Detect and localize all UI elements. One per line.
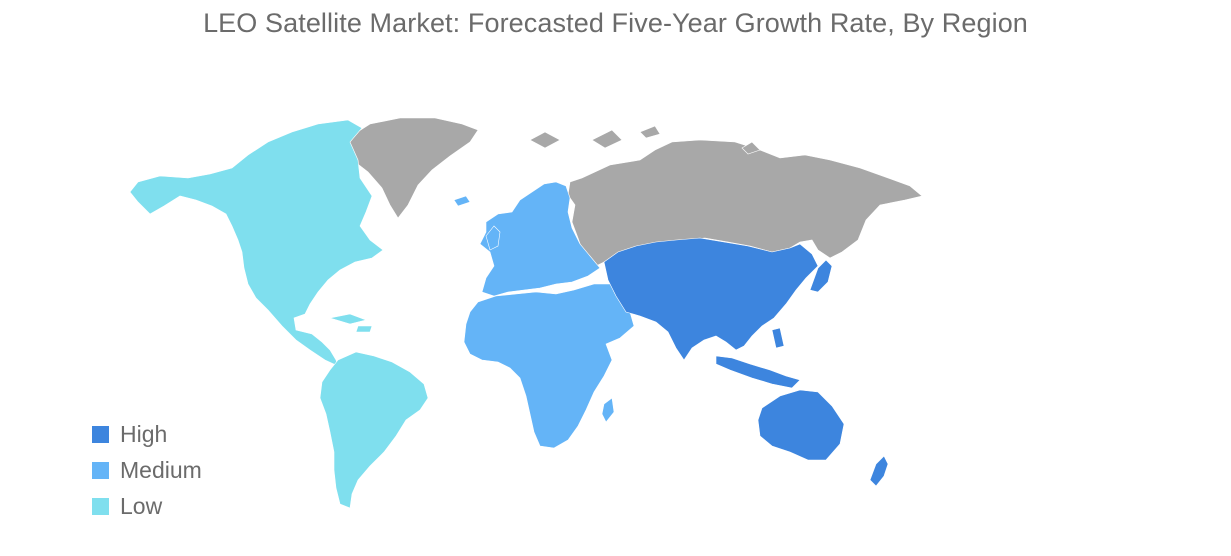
region-southeast-asia [715,327,801,389]
region-new-zealand [869,455,889,487]
legend-label: Low [120,492,163,519]
region-madagascar [601,397,615,423]
legend-item-high: High [92,416,202,452]
legend-swatch-low [92,497,109,515]
chart-title: LEO Satellite Market: Forecasted Five-Ye… [203,8,1028,38]
region-australia [757,389,845,461]
legend-swatch-high [92,425,109,443]
legend-label: Medium [120,456,202,483]
region-caribbean [329,313,373,333]
region-greenland [344,117,479,219]
region-russia-islands [529,125,761,155]
region-middle-east-africa [463,283,635,449]
region-europe [479,181,601,297]
legend-swatch-medium [92,461,109,479]
legend-label: High [120,420,168,447]
legend-item-low: Low [92,488,202,524]
region-north-america [129,119,384,367]
region-japan [809,259,833,293]
legend-item-medium: Medium [92,452,202,488]
region-europe-uk [453,195,501,251]
region-south-america [319,351,429,509]
region-asia-pacific [603,237,819,361]
legend: High Medium Low [92,416,202,524]
